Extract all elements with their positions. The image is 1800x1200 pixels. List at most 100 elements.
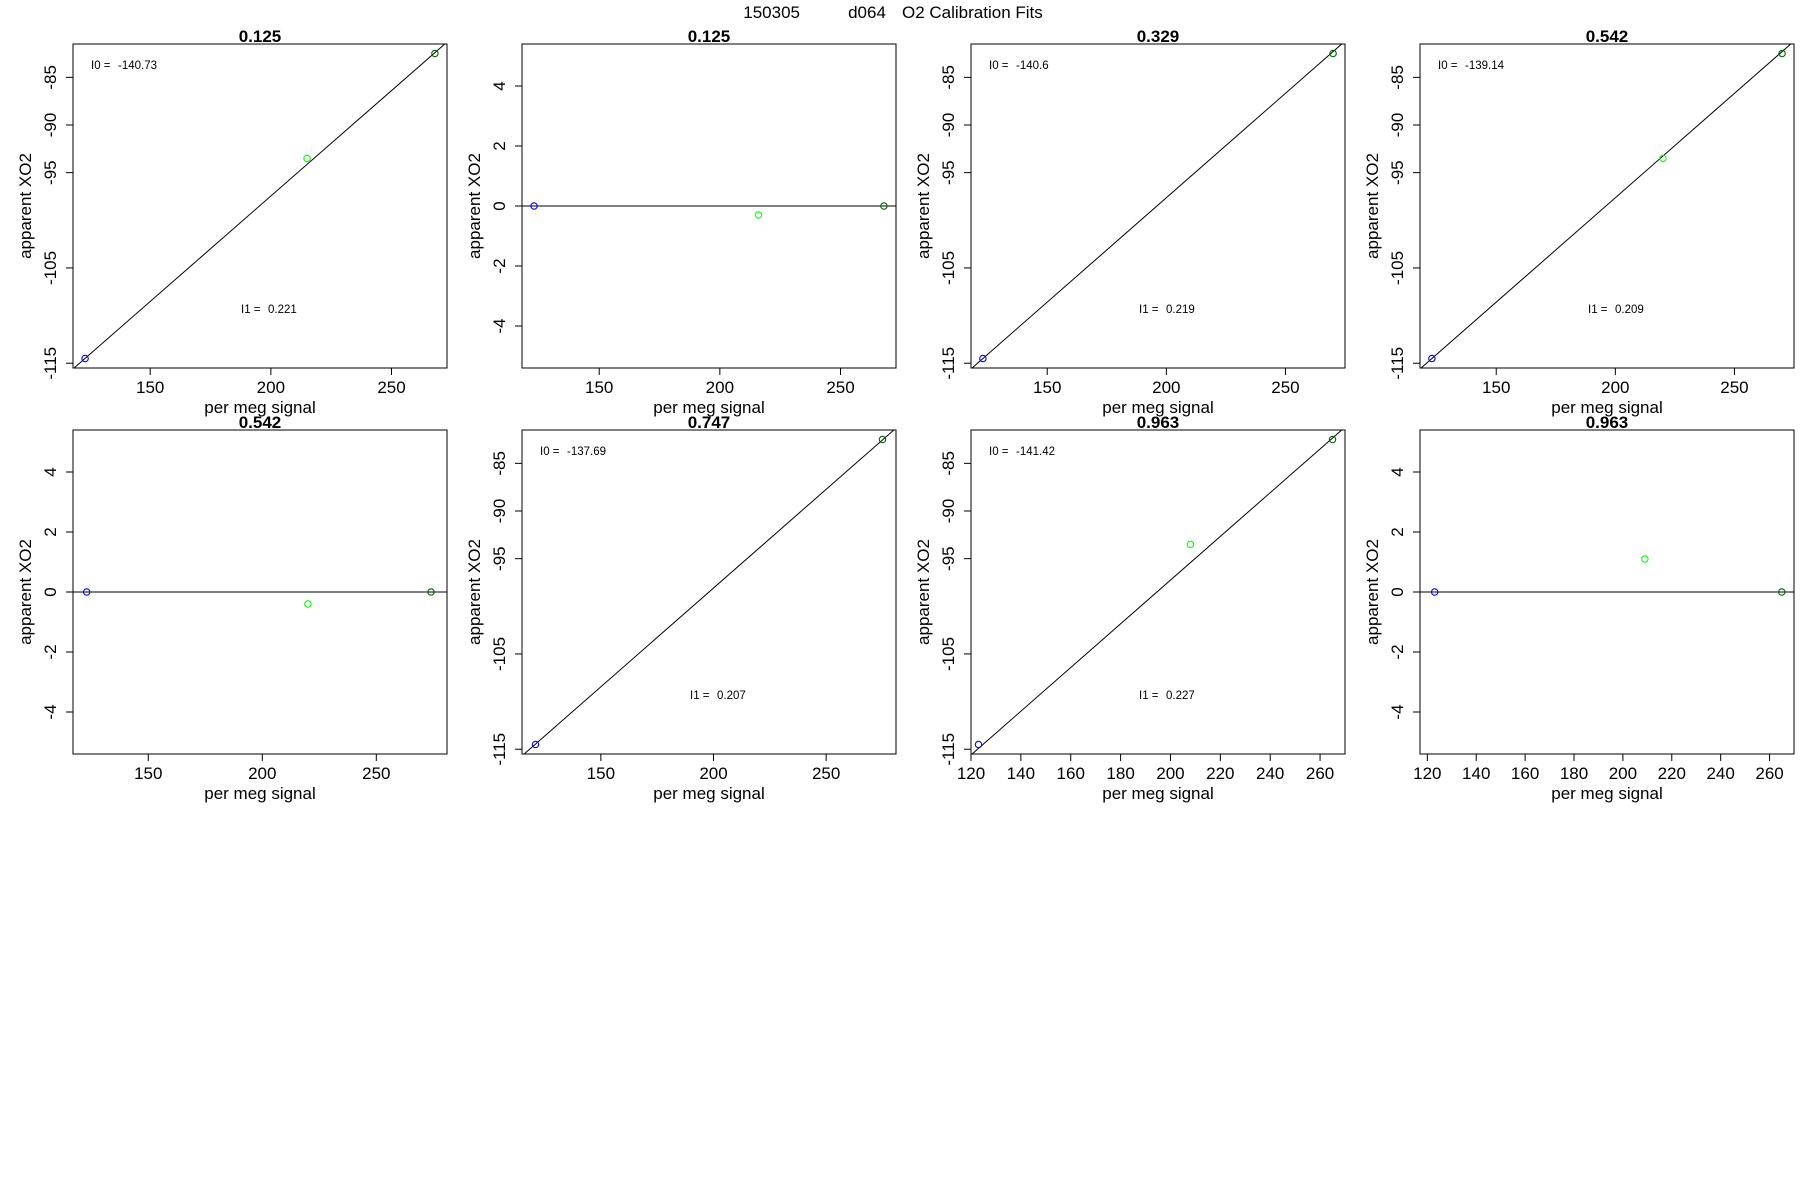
panel-title: 0.542: [239, 413, 282, 432]
y-tick-label: -105: [939, 251, 958, 285]
y-tick-label: -95: [939, 160, 958, 185]
panel-title: 0.329: [1137, 27, 1180, 46]
x-axis-label: per meg signal: [653, 784, 765, 803]
calibration-panel: 0.125 150 200 250 4 2 0 -2 -4 per meg signal appar…: [465, 27, 897, 417]
x-tick-label: 220: [1658, 764, 1686, 783]
plot-frame: [970, 429, 1346, 755]
y-tick-label: -4: [41, 704, 60, 719]
figure-title-id: d064: [848, 3, 886, 22]
y-tick-label: 4: [490, 81, 509, 90]
y-tick-label: -85: [41, 65, 60, 90]
calibration-panel: 0.963 120 140 160 180 200 220 240 260 -85 -90 -95 -1…: [914, 413, 1346, 803]
x-tick-label: 150: [585, 378, 613, 397]
calibration-panel: 0.963 120 140 160 180 200 220 240 260 4 2 0 -2 -4 per …: [1363, 413, 1795, 803]
x-tick-label: 200: [1609, 764, 1637, 783]
y-tick-label: -115: [1388, 347, 1407, 380]
x-tick-label: 250: [826, 378, 854, 397]
figure-title-text: O2 Calibration Fits: [902, 3, 1043, 22]
slope-value: 0.207: [717, 690, 746, 702]
intercept-value: -137.69: [567, 446, 606, 458]
x-tick-label: 150: [1482, 378, 1510, 397]
calibration-panel: 0.125 150 200 250 -85 -90 -95 -105 -115 per meg s…: [16, 27, 448, 417]
y-tick-label: 0: [1388, 587, 1407, 596]
y-tick-label: -105: [41, 251, 60, 285]
data-point: [1329, 49, 1337, 58]
data-point: [1428, 354, 1436, 363]
y-tick-label: 0: [490, 201, 509, 210]
data-point: [974, 740, 983, 749]
x-axis-label: per meg signal: [1102, 398, 1214, 417]
slope-label: I1 =: [1139, 690, 1159, 702]
y-tick-label: 2: [1388, 527, 1407, 536]
fit-line: [971, 44, 1343, 368]
x-tick-label: 140: [1007, 764, 1035, 783]
intercept-value: -140.73: [118, 60, 157, 72]
data-point: [1328, 435, 1337, 444]
plot-frame: [72, 43, 448, 369]
fit-line: [73, 44, 446, 368]
y-tick-label: -115: [939, 733, 958, 766]
data-point: [81, 354, 89, 363]
y-tick-label: -105: [490, 637, 509, 671]
x-axis-label: per meg signal: [1551, 398, 1663, 417]
intercept-value: -139.14: [1465, 60, 1505, 72]
y-tick-label: -95: [490, 546, 509, 571]
y-tick-label: -4: [1388, 704, 1407, 719]
x-tick-label: 180: [1560, 764, 1588, 783]
y-tick-label: 2: [41, 527, 60, 536]
y-tick-label: -95: [1388, 160, 1407, 185]
x-tick-label: 200: [1152, 378, 1180, 397]
plot-frame: [1419, 43, 1795, 369]
intercept-label: I0 =: [1438, 60, 1458, 72]
y-tick-label: -90: [1388, 113, 1407, 138]
panel-title: 0.963: [1586, 413, 1629, 432]
calibration-panel: 0.542 150 200 250 -85 -90 -95 -105 -115 per meg s…: [1363, 27, 1795, 417]
x-tick-label: 240: [1706, 764, 1734, 783]
y-tick-label: -2: [41, 644, 60, 659]
x-tick-label: 240: [1256, 764, 1284, 783]
x-tick-label: 260: [1306, 764, 1334, 783]
data-point: [1186, 540, 1195, 549]
y-tick-label: -85: [1388, 65, 1407, 90]
plot-frame: [970, 43, 1346, 369]
y-tick-label: -115: [490, 733, 509, 766]
y-tick-label: -2: [1388, 644, 1407, 659]
y-tick-label: 4: [41, 467, 60, 476]
plot-frame: [521, 429, 897, 755]
x-tick-label: 200: [248, 764, 276, 783]
intercept-label: I0 =: [540, 446, 560, 458]
y-tick-label: -2: [490, 258, 509, 273]
x-tick-label: 250: [377, 378, 405, 397]
y-tick-label: 4: [1388, 467, 1407, 476]
slope-value: 0.219: [1166, 304, 1195, 316]
panel-title: 0.747: [688, 413, 731, 432]
x-axis-label: per meg signal: [1102, 784, 1214, 803]
x-tick-label: 160: [1057, 764, 1085, 783]
data-point: [880, 202, 888, 210]
x-tick-label: 260: [1755, 764, 1783, 783]
y-tick-label: -90: [490, 499, 509, 524]
y-tick-label: -105: [939, 637, 958, 671]
data-point: [531, 740, 540, 749]
panel-title: 0.125: [688, 27, 731, 46]
y-axis-label: apparent XO2: [914, 539, 933, 645]
intercept-label: I0 =: [989, 60, 1009, 72]
y-axis-label: apparent XO2: [1363, 153, 1382, 259]
intercept-value: -141.42: [1016, 446, 1055, 458]
y-tick-label: -85: [490, 451, 509, 476]
x-tick-label: 160: [1511, 764, 1539, 783]
y-tick-label: 2: [490, 141, 509, 150]
x-tick-label: 150: [136, 378, 164, 397]
y-tick-label: -115: [41, 347, 60, 380]
data-point: [979, 354, 987, 363]
x-tick-label: 220: [1206, 764, 1234, 783]
x-tick-label: 150: [134, 764, 162, 783]
data-point: [754, 211, 763, 219]
x-tick-label: 150: [1033, 378, 1061, 397]
x-tick-label: 120: [1413, 764, 1441, 783]
slope-value: 0.227: [1166, 690, 1195, 702]
figure-title: 150305 d064 O2 Calibration Fits: [743, 3, 1043, 22]
x-tick-label: 250: [362, 764, 390, 783]
x-tick-label: 150: [587, 764, 615, 783]
